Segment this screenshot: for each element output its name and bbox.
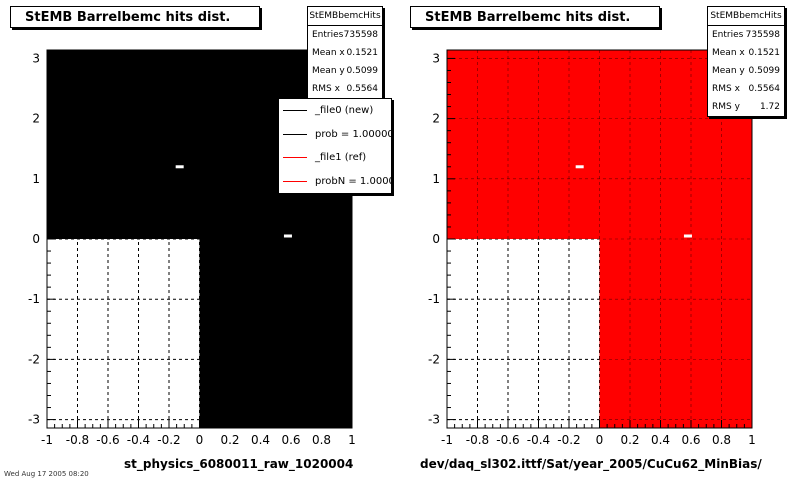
x-tick-label: -0.4 [527, 433, 550, 447]
legend-line-marker [283, 180, 307, 182]
x-tick-label: 0.8 [312, 433, 331, 447]
pad-left: StEMB Barrelbemc hits dist. -1 -0.8 -0.6 -0… [4, 6, 392, 478]
x-tick-label: 0.8 [712, 433, 731, 447]
stats-box: StEMBbemcHits Entries 735598 Mean x 0.15… [307, 6, 383, 99]
y-tick-label: 2 [432, 112, 440, 126]
legend-entry: _file0 (new) [279, 99, 391, 123]
y-tick-label: 3 [432, 51, 440, 65]
x-tick-label: 0 [196, 433, 204, 447]
hot-spot [683, 234, 692, 238]
stats-value: 735598 [745, 30, 780, 40]
chart-title: StEMB Barrelbemc hits dist. [410, 6, 660, 28]
footer-stamp: Wed Aug 17 2005 08:20 [4, 470, 89, 478]
y-tick-label: 0 [432, 232, 440, 246]
stats-title: StEMBbemcHits [308, 7, 382, 26]
x-tick-label: -0.8 [66, 433, 89, 447]
histogram-fill-region [199, 239, 352, 428]
stats-row-mean-x: Mean x 0.1521 [308, 44, 382, 62]
stats-label: RMS x [312, 84, 340, 94]
x-axis-caption: dev/daq_sl302.ittf/Sat/year_2005/CuCu62_… [420, 457, 762, 471]
stats-label: RMS x [712, 84, 740, 94]
y-tick-label: -3 [428, 413, 440, 427]
x-tick-label: 0.6 [681, 433, 700, 447]
x-tick-label: -0.4 [127, 433, 150, 447]
y-tick-label: -1 [28, 292, 40, 306]
stats-value: 0.5099 [748, 66, 781, 76]
x-tick-label: 0.2 [220, 433, 239, 447]
y-tick-label: 1 [32, 172, 40, 186]
x-tick-label: -1 [441, 433, 453, 447]
x-tick-label: -0.8 [466, 433, 489, 447]
pad-right: StEMB Barrelbemc hits dist. -1 -0.8 -0.6 -0… [400, 0, 800, 480]
stats-label: RMS y [712, 102, 740, 112]
hot-spot [175, 165, 184, 169]
stats-value: 0.5564 [346, 84, 379, 94]
stats-row-entries: Entries 735598 [708, 26, 784, 44]
x-tick-label: 0.4 [651, 433, 670, 447]
stats-label: Mean y [712, 66, 745, 76]
legend-line-marker [283, 157, 307, 158]
stats-row-mean-y: Mean y 0.5099 [708, 62, 784, 80]
legend-entry: prob = 1.000000 [279, 123, 391, 147]
histogram-fill-region [599, 239, 752, 428]
stats-value: 0.1521 [748, 48, 781, 58]
stats-row-rms-x: RMS x 0.5564 [308, 80, 382, 98]
x-tick-label: 0.4 [251, 433, 270, 447]
x-tick-label: -0.2 [157, 433, 180, 447]
legend-label: prob = 1.000000 [315, 128, 392, 140]
hot-spot [575, 165, 584, 169]
stats-value: 1.72 [759, 102, 780, 112]
legend: _file0 (new) prob = 1.000000 _file1 (ref… [278, 98, 392, 194]
x-tick-label: -1 [41, 433, 53, 447]
x-tick-label: -0.6 [96, 433, 119, 447]
legend-line-marker [283, 110, 307, 111]
x-axis-caption: st_physics_6080011_raw_1020004 [124, 457, 354, 471]
stats-row-entries: Entries 735598 [308, 26, 382, 44]
y-tick-label: -1 [428, 292, 440, 306]
y-tick-label: -2 [28, 352, 40, 366]
x-tick-label: 0.2 [620, 433, 639, 447]
stats-value: 0.5564 [748, 84, 781, 94]
x-tick-label: 0.6 [281, 433, 300, 447]
stats-row-rms-x: RMS x 0.5564 [708, 80, 784, 98]
legend-line-marker [283, 133, 307, 135]
stats-row-rms-y: RMS y 1.72 [708, 98, 784, 116]
chart-title: StEMB Barrelbemc hits dist. [10, 6, 260, 28]
y-tick-label: 1 [432, 172, 440, 186]
x-tick-label: -0.6 [496, 433, 519, 447]
y-tick-label: 0 [32, 232, 40, 246]
legend-label: _file1 (ref) [315, 152, 367, 163]
stats-box: StEMBbemcHits Entries 735598 Mean x 0.15… [707, 6, 785, 117]
x-tick-label: 1 [348, 433, 356, 447]
y-tick-label: 2 [32, 112, 40, 126]
stats-label: Entries [712, 30, 744, 40]
y-tick-label: 3 [32, 51, 40, 65]
y-tick-label: -2 [428, 352, 440, 366]
legend-entry: probN = 1.000000 [279, 170, 391, 194]
x-tick-label: -0.2 [557, 433, 580, 447]
stats-label: Mean y [312, 66, 345, 76]
stats-row-mean-x: Mean x 0.1521 [708, 44, 784, 62]
stats-label: Mean x [712, 48, 745, 58]
legend-entry: _file1 (ref) [279, 146, 391, 170]
stats-title: StEMBbemcHits [708, 7, 784, 26]
stats-value: 735598 [343, 30, 378, 40]
stats-value: 0.1521 [346, 48, 379, 58]
hot-spot [283, 234, 292, 238]
stats-value: 0.5099 [346, 66, 379, 76]
x-tick-label: 0 [596, 433, 604, 447]
stats-label: Mean x [312, 48, 345, 58]
stats-label: Entries [312, 30, 344, 40]
stats-row-mean-y: Mean y 0.5099 [308, 62, 382, 80]
y-tick-label: -3 [28, 413, 40, 427]
legend-label: _file0 (new) [315, 105, 374, 116]
x-tick-label: 1 [748, 433, 756, 447]
plot-area-right: -1 -0.8 -0.6 -0.4 -0.2 0 0.2 0.4 0.6 0.8 1 -3 -2 -1 0 1… [428, 49, 756, 447]
legend-label: probN = 1.000000 [315, 175, 391, 187]
